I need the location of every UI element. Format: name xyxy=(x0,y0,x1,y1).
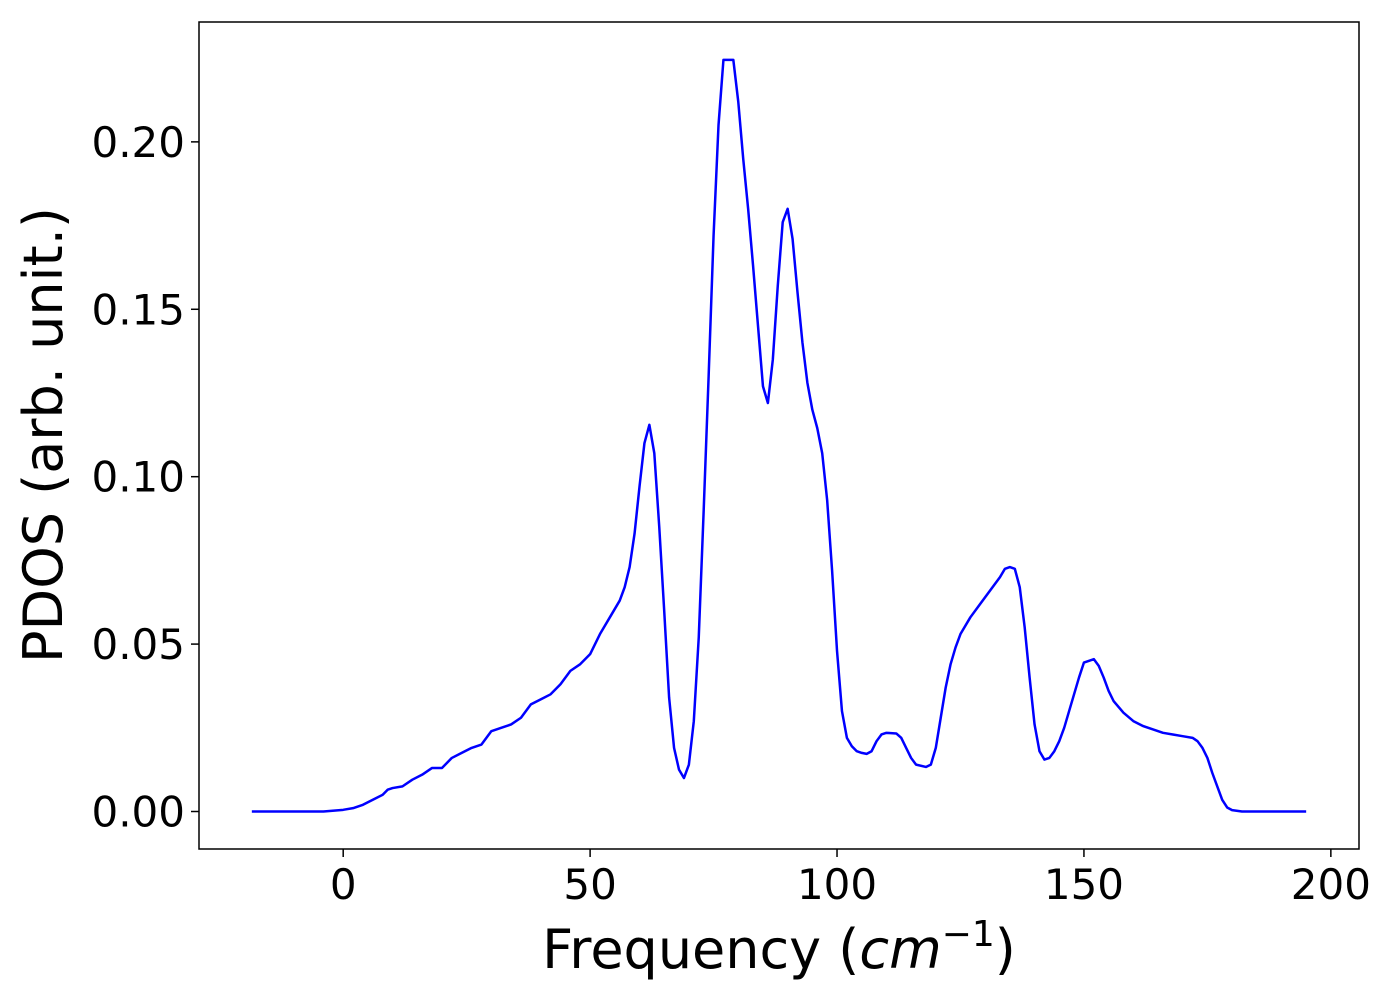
y-tick-label: 0.10 xyxy=(91,453,185,502)
x-axis-label: Frequency (cm−1) xyxy=(542,914,1016,981)
data-line xyxy=(251,58,1307,813)
x-tick-label: 0 xyxy=(330,860,357,909)
x-label-math: cm xyxy=(859,918,941,981)
plot-frame xyxy=(198,21,1360,850)
x-label-text: Frequency ( xyxy=(542,918,859,981)
x-tick-label: 150 xyxy=(1044,860,1124,909)
y-tick-label: 0.00 xyxy=(91,788,185,837)
y-tick-label: 0.15 xyxy=(91,285,185,334)
y-tick-label: 0.05 xyxy=(91,620,185,669)
x-tick-label: 200 xyxy=(1291,860,1371,909)
x-tick-label: 100 xyxy=(797,860,877,909)
x-label-sup: −1 xyxy=(942,914,995,955)
y-axis-label: PDOS (arb. unit.) xyxy=(12,207,75,663)
y-tick-label: 0.20 xyxy=(91,118,185,167)
x-tick-label: 50 xyxy=(563,860,616,909)
x-label-close: ) xyxy=(995,918,1016,981)
